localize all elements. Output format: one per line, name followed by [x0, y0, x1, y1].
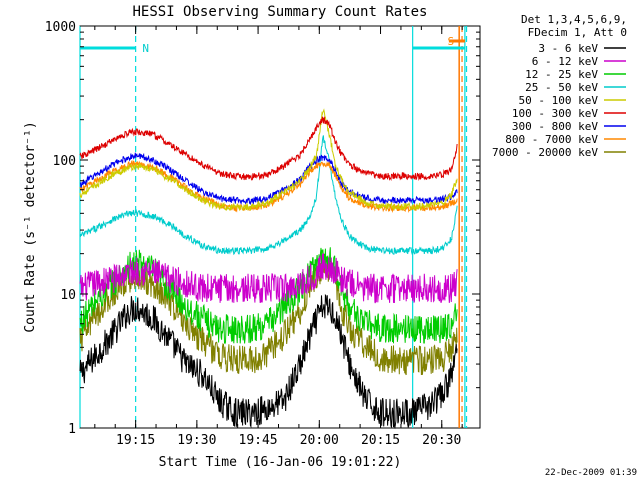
x-tick-label: 20:30	[422, 433, 461, 448]
series-line	[79, 247, 458, 345]
y-tick-label: 1000	[45, 20, 76, 35]
legend-label: 6 - 12 keV	[532, 55, 599, 68]
series-layer	[79, 108, 458, 430]
legend-label: 25 - 50 keV	[525, 81, 598, 94]
annotation-layer: NS	[139, 35, 454, 55]
series-line	[79, 293, 458, 430]
legend-label: 12 - 25 keV	[525, 68, 598, 81]
x-tick-label: 19:45	[239, 433, 278, 448]
legend: Det 1,3,4,5,6,9, FDecim 1, Att 0 3 - 6 k…	[492, 13, 627, 159]
annotation-label: N	[142, 42, 149, 55]
series-line	[79, 115, 458, 182]
plot-frame	[79, 25, 481, 429]
plot-area: NS	[79, 25, 481, 430]
series-line	[79, 253, 458, 304]
y-tick-label: 10	[60, 288, 76, 303]
legend-label: 7000 - 20000 keV	[492, 146, 598, 159]
series-line	[79, 135, 458, 256]
legend-header-line-1: Det 1,3,4,5,6,9,	[521, 13, 627, 26]
x-tick-label: 20:15	[361, 433, 400, 448]
legend-label: 50 - 100 keV	[519, 94, 599, 107]
legend-header-line-2: FDecim 1, Att 0	[528, 26, 627, 39]
chart-title: HESSI Observing Summary Count Rates	[132, 4, 427, 20]
y-tick-label: 100	[53, 154, 76, 169]
y-tick-label: 1	[68, 422, 76, 437]
time-markers	[79, 26, 468, 428]
x-tick-label: 19:30	[177, 433, 216, 448]
legend-label: 3 - 6 keV	[538, 42, 598, 55]
x-axis: 19:15 19:30 19:45 20:00 20:15 20:30	[94, 26, 463, 448]
legend-label: 300 - 800 keV	[512, 120, 598, 133]
footer-timestamp: 22-Dec-2009 01:39	[545, 468, 637, 478]
y-axis: 1 10 100 1000	[45, 20, 480, 437]
x-tick-label: 20:00	[300, 433, 339, 448]
legend-label: 100 - 300 keV	[512, 107, 598, 120]
legend-label: 800 - 7000 keV	[505, 133, 598, 146]
series-line	[79, 152, 458, 206]
series-line	[79, 108, 458, 212]
x-axis-label: Start Time (16-Jan-06 19:01:22)	[159, 455, 402, 470]
y-axis-label: Count Rate (s⁻¹ detector⁻¹)	[23, 121, 38, 332]
x-tick-label: 19:15	[116, 433, 155, 448]
annotation-label: S	[447, 35, 454, 48]
annotation-backdrop	[139, 42, 152, 55]
